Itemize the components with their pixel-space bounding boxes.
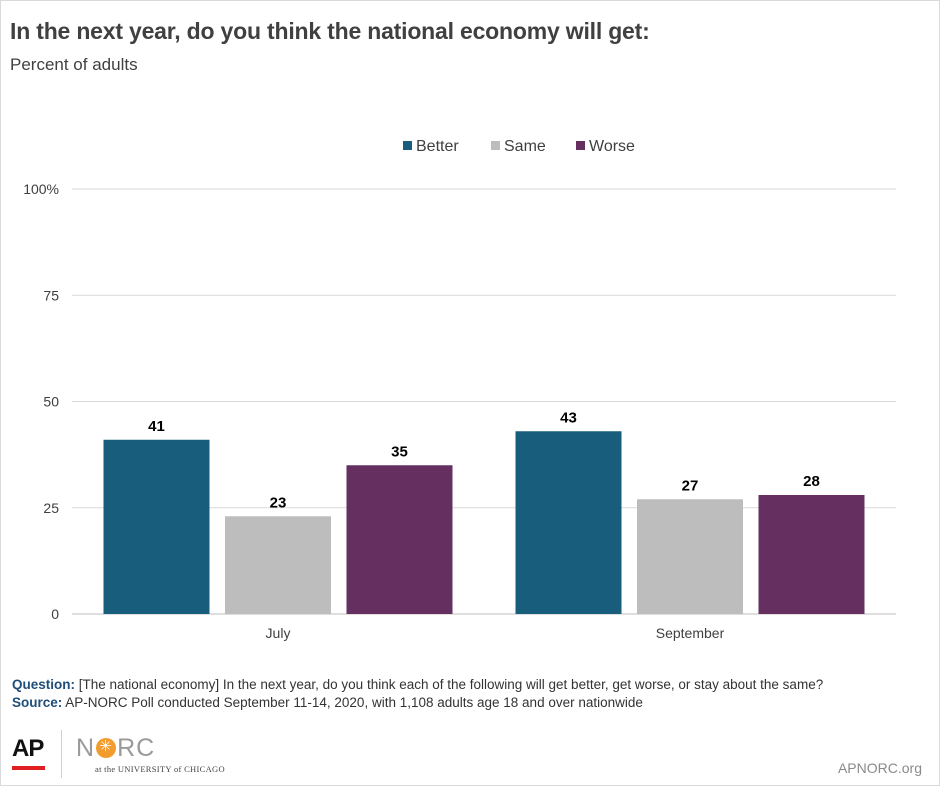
ap-logo-bar: [12, 766, 45, 770]
bar-same: [225, 516, 331, 614]
norc-logo-n: N: [76, 734, 95, 762]
norc-logo-rc: RC: [117, 734, 155, 762]
source-note: Source: AP-NORC Poll conducted September…: [12, 694, 912, 712]
data-label: 23: [270, 494, 287, 511]
x-category-label: July: [266, 625, 291, 641]
norc-sun-icon: [96, 738, 116, 758]
bar-worse: [347, 465, 453, 614]
norc-logo: N RC: [76, 734, 155, 762]
y-tick-label: 75: [43, 287, 59, 303]
data-label: 28: [803, 473, 820, 490]
legend-swatch: [576, 141, 585, 150]
y-tick-label: 25: [43, 500, 59, 516]
data-label: 27: [682, 477, 699, 494]
bar-better: [104, 440, 210, 614]
question-label: Question:: [12, 677, 75, 692]
source-text: AP-NORC Poll conducted September 11-14, …: [65, 695, 643, 710]
ap-logo: AP: [12, 736, 46, 762]
bar-better: [516, 431, 622, 614]
data-label: 35: [391, 443, 408, 460]
legend-swatch: [403, 141, 412, 150]
bar-chart: 0 25 50 75 100% 41 23 35 July 43 27 28 September Bett…: [0, 0, 940, 660]
legend-label: Better: [416, 138, 459, 155]
y-tick-label: 100%: [23, 181, 59, 197]
y-tick-label: 0: [51, 606, 59, 622]
x-category-label: September: [656, 625, 725, 641]
norc-logo-subtitle: at the UNIVERSITY of CHICAGO: [95, 764, 225, 774]
question-note: Question: [The national economy] In the …: [12, 676, 912, 694]
data-label: 41: [148, 418, 165, 435]
source-label: Source:: [12, 695, 62, 710]
legend-swatch: [491, 141, 500, 150]
logo-divider: [61, 730, 62, 778]
site-link[interactable]: APNORC.org: [838, 760, 922, 776]
question-text: [The national economy] In the next year,…: [79, 677, 823, 692]
legend-label: Same: [504, 138, 546, 155]
bar-same: [637, 499, 743, 614]
legend-label: Worse: [589, 138, 635, 155]
chart-notes: Question: [The national economy] In the …: [12, 676, 912, 712]
y-tick-label: 50: [43, 394, 59, 410]
data-label: 43: [560, 409, 577, 426]
bar-worse: [759, 495, 865, 614]
